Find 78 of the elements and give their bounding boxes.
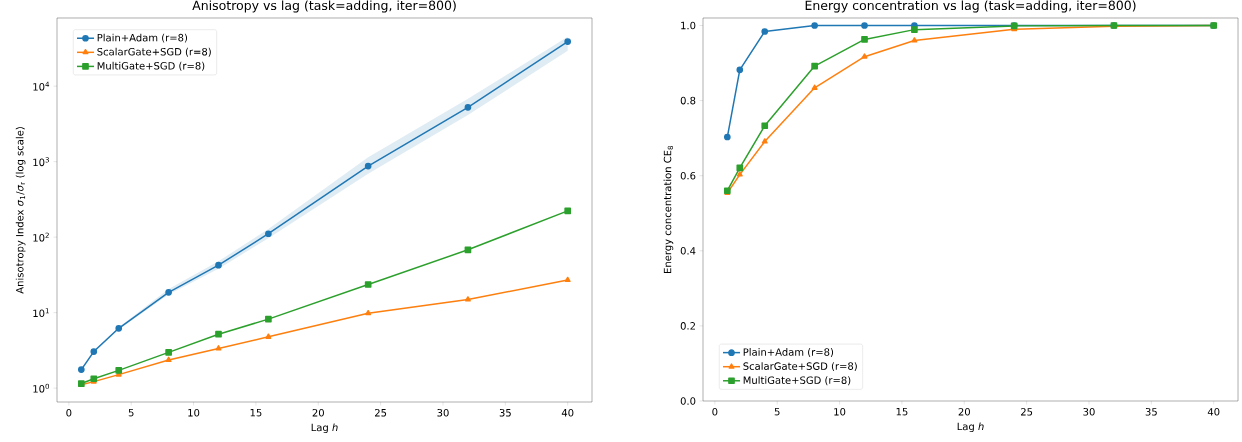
point: [811, 62, 818, 70]
point: [464, 246, 472, 254]
point: [564, 276, 571, 283]
point: [364, 162, 372, 170]
point: [265, 333, 272, 339]
chart-title: Anisotropy vs lag (task=adding, iter=800): [192, 0, 456, 13]
x-tick-label: 30: [1083, 408, 1095, 416]
y-tick-label: 10$^{4}$: [33, 81, 50, 91]
x-tick-label: 10: [834, 408, 846, 416]
x-tick-label: 5: [774, 408, 780, 416]
y-tick-label: 1.0: [681, 21, 696, 30]
y-axis-title: Energy concentration CE$_{8}$: [663, 146, 674, 273]
point: [115, 367, 123, 374]
y-tick-label: 0.4: [680, 247, 696, 255]
point: [464, 103, 472, 111]
point: [761, 122, 769, 130]
chart-title: Energy concentration vs lag (task=adding, iter=800): [805, 0, 1136, 13]
point: [761, 28, 769, 35]
y-tick-label: 10$^{0}$: [33, 383, 50, 393]
point: [464, 296, 471, 302]
point: [165, 348, 172, 356]
point: [736, 66, 744, 74]
x-tick-label: 20: [958, 408, 970, 416]
point: [811, 84, 818, 90]
point: [861, 22, 868, 29]
point: [736, 164, 744, 172]
y-tick-label: 0.2: [680, 322, 695, 330]
x-tick-label: 15: [250, 408, 262, 417]
legend-label: ScalarGate+SGD (r=8): [743, 362, 857, 372]
y-tick-label: 0.0: [680, 397, 696, 405]
point: [761, 138, 768, 144]
legend-label: MultiGate+SGD (r=8): [97, 61, 205, 71]
point: [723, 133, 731, 141]
x-tick-label: 10: [188, 408, 200, 417]
point: [215, 261, 222, 269]
point: [265, 230, 272, 238]
x-tick-label: 0: [66, 408, 72, 417]
point: [736, 171, 743, 177]
point: [911, 26, 918, 33]
point: [115, 324, 123, 332]
point: [165, 356, 172, 363]
point: [861, 36, 868, 43]
legend-label: MultiGate+SGD (r=8): [743, 376, 851, 386]
x-tick-label: 25: [1021, 408, 1033, 416]
x-tick-label: 15: [896, 408, 908, 416]
x-tick-label: 30: [437, 408, 449, 417]
point: [265, 315, 272, 323]
point: [861, 53, 868, 59]
legend-label: ScalarGate+SGD (r=8): [97, 47, 211, 57]
legend-label: Plain+Adam (r=8): [97, 33, 188, 43]
point: [564, 207, 572, 215]
point: [165, 288, 172, 296]
y-tick-label: 10$^{2}$: [33, 232, 49, 242]
point: [77, 366, 85, 373]
point: [564, 38, 572, 45]
y-tick-label: 10$^{1}$: [33, 308, 49, 318]
point: [365, 309, 372, 316]
x-axis-title: Lag h: [311, 423, 338, 434]
point: [811, 22, 818, 29]
x-axis-title: Lag h: [957, 422, 984, 433]
x-tick-label: 40: [561, 408, 574, 417]
y-tick-label: 10$^{3}$: [33, 157, 49, 167]
point: [911, 37, 918, 43]
y-tick-label: 0.6: [680, 171, 696, 180]
y-tick-label: 0.8: [680, 96, 696, 105]
x-tick-label: 5: [128, 408, 134, 417]
y-axis-title: Anisotropy Index σ$_{1}$/σ$_{r}$ (log scale): [15, 127, 26, 294]
point: [90, 348, 98, 355]
x-tick-label: 25: [375, 408, 387, 417]
x-tick-label: 20: [312, 408, 324, 417]
x-tick-label: 35: [1145, 408, 1157, 416]
point: [364, 281, 372, 288]
point: [215, 330, 222, 338]
x-tick-label: 35: [499, 408, 511, 417]
legend-label: Plain+Adam (r=8): [743, 348, 834, 357]
x-tick-label: 0: [712, 408, 718, 416]
point: [215, 345, 222, 351]
x-tick-label: 40: [1207, 408, 1220, 416]
